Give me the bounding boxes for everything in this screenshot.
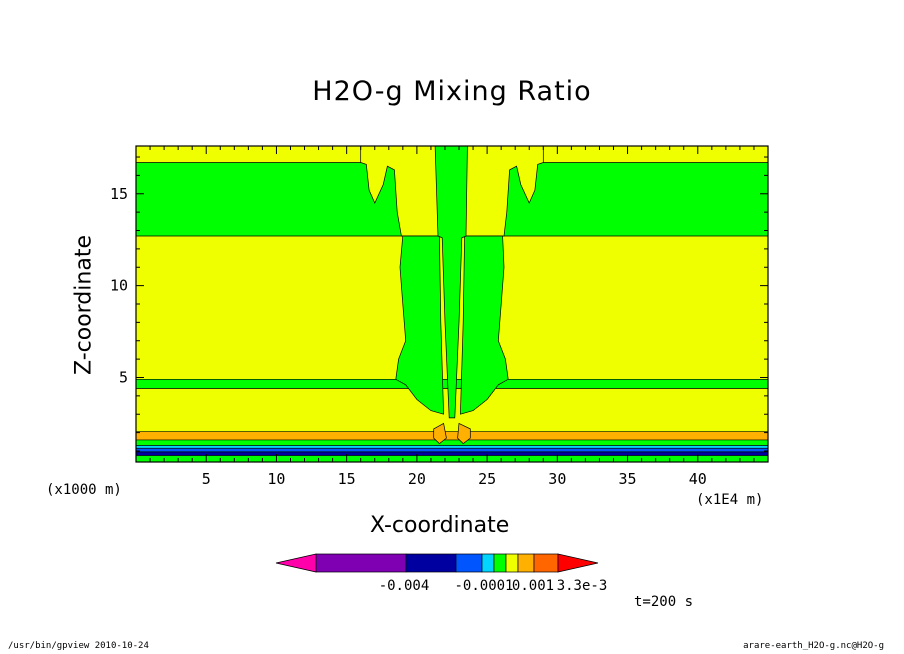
time-label: t=200 s	[634, 594, 694, 610]
right-green-column	[460, 235, 509, 415]
x-tick-label-40: 40	[689, 470, 707, 488]
y-axis-label: Z-coordinate	[71, 235, 97, 375]
colorbar-swatch-6	[517, 553, 535, 573]
x-tick-label-10: 10	[267, 470, 285, 488]
colorbar-swatch-5	[505, 553, 519, 573]
colorbar-label-2: 0.001	[512, 578, 554, 594]
colorbar-arrow-low	[275, 553, 317, 573]
x-unit-left: (x1000 m)	[46, 482, 122, 498]
colorbar-swatch-0	[315, 553, 407, 573]
band-2	[136, 448, 768, 452]
footer-command: /usr/bin/gpview 2010-10-24	[8, 641, 149, 651]
colorbar-swatch-7	[533, 553, 559, 573]
colorbar-swatch-3	[481, 553, 495, 573]
colorbar-label-3: 3.3e-3	[557, 578, 608, 594]
x-tick-label-15: 15	[338, 470, 356, 488]
y-tick-label-5: 5	[119, 368, 128, 386]
colorbar-arrow-high	[557, 553, 599, 573]
y-tick-label-15: 15	[110, 185, 128, 203]
x-tick-label-30: 30	[548, 470, 566, 488]
chart-title: H2O-g Mixing Ratio	[312, 76, 592, 107]
orange-blob-right	[457, 422, 471, 445]
x-tick-label-25: 25	[478, 470, 496, 488]
colorbar-swatch-4	[493, 553, 507, 573]
colorbar-swatch-1	[405, 553, 457, 573]
x-tick-label-20: 20	[408, 470, 426, 488]
left-green-column	[395, 235, 444, 415]
x-axis-label: X-coordinate	[370, 513, 510, 538]
central-chimney	[434, 145, 468, 419]
band-0	[136, 455, 768, 462]
band-1	[136, 451, 768, 456]
footer-source: arare-earth_H2O-g.nc@H2O-g	[743, 641, 884, 651]
band-4	[136, 439, 768, 446]
orange-blob-left	[433, 422, 447, 445]
colorbar-swatch-2	[455, 553, 483, 573]
colorbar-label-1: -0.0001	[454, 578, 513, 594]
x-unit-right: (x1E4 m)	[696, 492, 764, 508]
y-tick-label-10: 10	[110, 277, 128, 295]
x-tick-label-5: 5	[202, 470, 211, 488]
colorbar-label-0: -0.004	[379, 578, 430, 594]
band-5	[136, 431, 768, 440]
band-3	[136, 445, 768, 449]
x-tick-label-35: 35	[619, 470, 637, 488]
